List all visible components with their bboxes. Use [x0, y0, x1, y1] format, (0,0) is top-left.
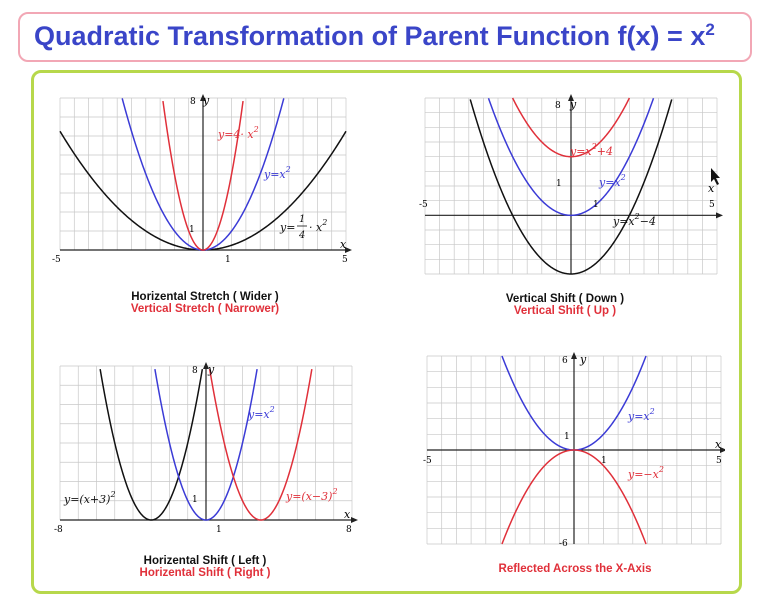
tick-yone: 1	[556, 179, 562, 189]
tick-xone: 1	[601, 456, 607, 466]
x-axis-arrow-icon	[716, 212, 723, 219]
y-axis-label: y	[569, 98, 577, 111]
curve-label-red: y=(x−3)2	[285, 487, 338, 503]
curve-label-blue: y=x2	[247, 405, 275, 421]
caption-line-1: Vertical Shift ( Down )	[505, 293, 625, 305]
curve-red	[162, 100, 244, 251]
x-axis-label: x	[708, 182, 715, 195]
curves	[99, 368, 313, 521]
curve-label-red: y=4· x2	[217, 125, 259, 141]
graph-stretch: 8 1 -5 1 5 x y y=4· x2 y=x2 y= 1 4 · x2	[52, 94, 352, 265]
tick-xmax: 5	[342, 255, 348, 265]
curve-red	[511, 97, 631, 158]
x-axis-label: x	[715, 438, 722, 451]
y-axis-label: y	[579, 353, 587, 366]
y-axis-label: y	[207, 363, 215, 376]
svg-text:4: 4	[298, 230, 305, 241]
mouse-cursor-icon	[711, 168, 720, 185]
curve-blue	[154, 368, 258, 521]
curve-label-black: y=x2−4	[612, 212, 656, 228]
x-axis-label: x	[340, 238, 347, 251]
tick-ymax: 8	[555, 101, 561, 111]
y-axis-arrow-icon	[203, 362, 209, 369]
graph-vertical-shift: 8 1 -5 1 5 x y y=x2+4 y=x2 y=x2−4	[419, 94, 723, 275]
x-axis-arrow-icon	[720, 447, 725, 453]
caption-horizontal-shift: Horizental Shift ( Left ) Horizental Shi…	[95, 555, 315, 579]
title-exponent: 2	[705, 20, 715, 39]
curve-black	[99, 368, 204, 521]
curve-black	[469, 99, 673, 275]
curve-red	[208, 368, 313, 521]
svg-text:1: 1	[299, 214, 305, 225]
curve-label-red: y=−x2	[627, 465, 664, 481]
curves	[501, 355, 647, 545]
tick-ymax: 8	[190, 97, 196, 107]
y-axis-arrow-icon	[568, 94, 574, 101]
tick-xmax: 5	[709, 200, 715, 210]
tick-xmax: 5	[716, 456, 722, 466]
curve-label-black: y= 1 4 · x2	[279, 214, 327, 241]
tick-yone: 1	[192, 495, 198, 505]
graph-horizontal-shift: 8 1 -8 1 8 x y y=x2 y=(x+3)2 y=(x−3)2	[54, 362, 358, 535]
svg-text:· x2: · x2	[309, 218, 327, 234]
caption-line-1: Horizental Stretch ( Wider )	[131, 291, 279, 303]
axes	[425, 94, 723, 274]
curves	[59, 98, 347, 251]
tick-ymax: 8	[192, 366, 198, 376]
y-axis-arrow-icon	[200, 94, 206, 101]
caption-stretch: Horizental Stretch ( Wider ) Vertical St…	[95, 291, 315, 315]
curve-label-black: y=(x+3)2	[63, 490, 116, 506]
tick-xmin: -8	[54, 525, 63, 535]
y-axis-arrow-icon	[571, 352, 577, 359]
x-axis-arrow-icon	[345, 247, 352, 253]
caption-vertical-shift: Vertical Shift ( Down ) Vertical Shift (…	[460, 293, 670, 317]
page-title: Quadratic Transformation of Parent Funct…	[34, 20, 715, 52]
caption-line-2: Vertical Shift ( Up )	[513, 305, 617, 317]
tick-xone: 1	[593, 200, 599, 210]
caption-line-2: Horizental Shift ( Right )	[139, 567, 271, 579]
svg-text:y=: y=	[279, 221, 295, 234]
curve-label-blue: y=x2	[627, 407, 655, 423]
x-axis-arrow-icon	[351, 517, 358, 523]
caption-line-1: Horizental Shift ( Left )	[143, 555, 267, 567]
y-axis-label: y	[202, 94, 210, 107]
caption-line-2: Reflected Across the X-Axis	[498, 563, 652, 575]
tick-xmax: 8	[346, 525, 352, 535]
curve-red	[501, 449, 647, 545]
tick-xone: 1	[225, 255, 231, 265]
tick-xmin: -5	[423, 456, 432, 466]
tick-yone: 1	[189, 225, 195, 235]
tick-ymin: -6	[559, 539, 568, 549]
axes	[427, 352, 725, 544]
title-banner: Quadratic Transformation of Parent Funct…	[18, 12, 752, 62]
tick-ymax: 6	[562, 356, 568, 366]
curve-label-red: y=x2+4	[569, 142, 613, 158]
tick-xmin: -5	[419, 200, 428, 210]
caption-reflection: Reflected Across the X-Axis	[470, 563, 680, 575]
graphs-panel	[31, 70, 742, 594]
graph-reflection: 6 1 -6 -5 1 5 x y y=x2 y=−x2	[423, 352, 725, 549]
curve-label-blue: y=x2	[598, 173, 626, 189]
curve-label-blue: y=x2	[263, 165, 291, 181]
tick-yone: 1	[564, 432, 570, 442]
title-main: Quadratic Transformation of Parent Funct…	[34, 21, 706, 51]
tick-xone: 1	[216, 525, 222, 535]
caption-line-2: Vertical Stretch ( Narrower)	[130, 303, 280, 315]
curve-blue	[487, 98, 655, 217]
tick-xmin: -5	[52, 255, 61, 265]
curves	[469, 97, 673, 275]
x-axis-label: x	[344, 508, 351, 521]
